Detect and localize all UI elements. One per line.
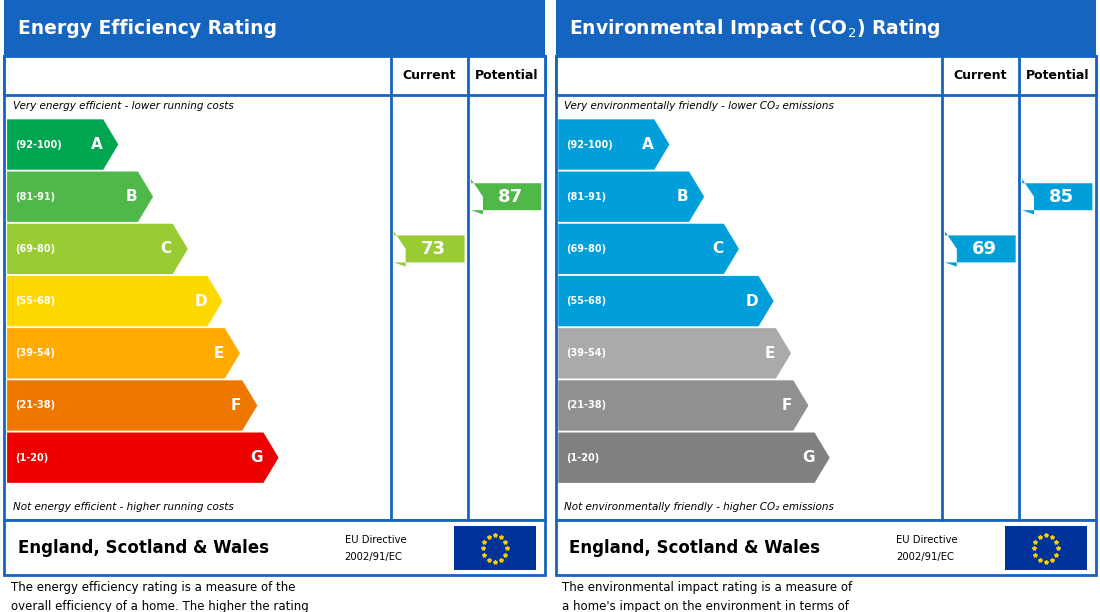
- Text: Potential: Potential: [474, 69, 538, 82]
- Text: (92-100): (92-100): [566, 140, 613, 149]
- Text: (69-80): (69-80): [566, 244, 606, 254]
- Text: B: B: [676, 189, 689, 204]
- Polygon shape: [7, 119, 119, 170]
- Bar: [4, 520, 544, 575]
- Text: E: E: [213, 346, 223, 361]
- Text: EU Directive: EU Directive: [344, 535, 406, 545]
- Bar: [4, 56, 544, 520]
- Text: 2002/91/EC: 2002/91/EC: [344, 552, 403, 562]
- Polygon shape: [558, 328, 791, 378]
- Text: A: A: [642, 137, 653, 152]
- Polygon shape: [945, 231, 1015, 267]
- Bar: [4, 0, 544, 56]
- Text: (1-20): (1-20): [566, 453, 600, 463]
- Text: Very environmentally friendly - lower CO₂ emissions: Very environmentally friendly - lower CO…: [563, 101, 834, 111]
- Text: Environmental Impact (CO$_2$) Rating: Environmental Impact (CO$_2$) Rating: [569, 17, 940, 40]
- Polygon shape: [558, 224, 739, 274]
- Text: Potential: Potential: [1025, 69, 1089, 82]
- Text: (21-38): (21-38): [566, 400, 606, 411]
- Polygon shape: [471, 179, 541, 214]
- Text: England, Scotland & Wales: England, Scotland & Wales: [18, 539, 268, 557]
- Polygon shape: [7, 224, 188, 274]
- Text: (39-54): (39-54): [15, 348, 55, 358]
- Text: 85: 85: [1049, 188, 1074, 206]
- Text: The environmental impact rating is a measure of
a home's impact on the environme: The environmental impact rating is a mea…: [562, 581, 852, 612]
- Text: Current: Current: [954, 69, 1007, 82]
- Polygon shape: [7, 433, 278, 483]
- Text: D: D: [195, 294, 207, 308]
- Text: 69: 69: [972, 240, 997, 258]
- Polygon shape: [558, 380, 808, 431]
- Text: (92-100): (92-100): [15, 140, 62, 149]
- Polygon shape: [7, 171, 153, 222]
- Bar: [556, 520, 1096, 575]
- Bar: [1005, 526, 1087, 570]
- Text: (39-54): (39-54): [566, 348, 606, 358]
- Text: A: A: [91, 137, 102, 152]
- Text: Not environmentally friendly - higher CO₂ emissions: Not environmentally friendly - higher CO…: [563, 502, 834, 512]
- Polygon shape: [7, 328, 240, 378]
- Text: EU Directive: EU Directive: [895, 535, 957, 545]
- Polygon shape: [394, 231, 464, 267]
- Polygon shape: [7, 276, 222, 326]
- Text: (81-91): (81-91): [15, 192, 55, 202]
- Text: (55-68): (55-68): [566, 296, 606, 306]
- Polygon shape: [7, 380, 257, 431]
- Text: D: D: [746, 294, 758, 308]
- Text: (1-20): (1-20): [15, 453, 48, 463]
- Text: Not energy efficient - higher running costs: Not energy efficient - higher running co…: [12, 502, 233, 512]
- Bar: [556, 56, 1096, 520]
- Text: 73: 73: [421, 240, 446, 258]
- Bar: [556, 0, 1096, 56]
- Text: (81-91): (81-91): [566, 192, 606, 202]
- Polygon shape: [558, 171, 704, 222]
- Text: Energy Efficiency Rating: Energy Efficiency Rating: [18, 18, 277, 38]
- Text: Current: Current: [403, 69, 455, 82]
- Text: B: B: [125, 189, 138, 204]
- Text: F: F: [782, 398, 792, 413]
- Text: Very energy efficient - lower running costs: Very energy efficient - lower running co…: [12, 101, 233, 111]
- Polygon shape: [1022, 179, 1092, 214]
- Text: (55-68): (55-68): [15, 296, 55, 306]
- Text: G: G: [251, 450, 263, 465]
- Text: England, Scotland & Wales: England, Scotland & Wales: [569, 539, 820, 557]
- Text: F: F: [231, 398, 241, 413]
- Text: E: E: [764, 346, 774, 361]
- Text: G: G: [802, 450, 814, 465]
- Bar: [556, 56, 1096, 95]
- Text: 2002/91/EC: 2002/91/EC: [895, 552, 954, 562]
- Polygon shape: [558, 119, 670, 170]
- Text: (69-80): (69-80): [15, 244, 55, 254]
- Text: C: C: [712, 241, 723, 256]
- Bar: [454, 526, 536, 570]
- Polygon shape: [558, 433, 829, 483]
- Text: The energy efficiency rating is a measure of the
overall efficiency of a home. T: The energy efficiency rating is a measur…: [11, 581, 309, 612]
- Polygon shape: [558, 276, 773, 326]
- Text: C: C: [161, 241, 172, 256]
- Text: (21-38): (21-38): [15, 400, 55, 411]
- Text: 87: 87: [498, 188, 522, 206]
- Bar: [4, 56, 544, 95]
